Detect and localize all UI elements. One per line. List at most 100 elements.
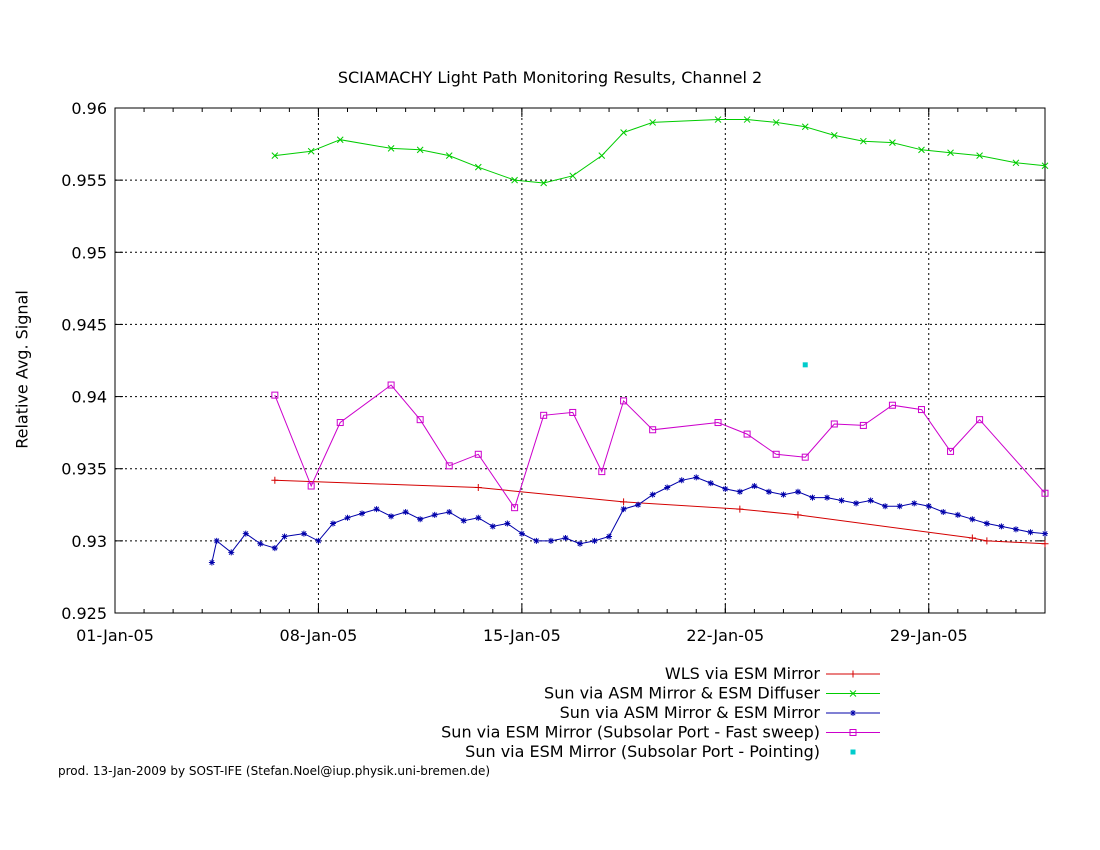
data-point [976,152,983,159]
data-point [387,381,395,389]
series-3 [208,474,1048,566]
data-point [271,545,278,552]
data-point [859,421,867,429]
chart-title: SCIAMACHY Light Path Monitoring Results,… [337,68,763,87]
data-point [329,520,336,527]
data-point [1041,540,1049,548]
data-point [577,540,583,547]
series-5 [802,362,808,368]
data-point [940,509,947,515]
data-point [336,419,344,427]
data-point [780,491,787,498]
data-point [722,485,729,492]
legend-label: Sun via ESM Mirror (Subsolar Port - Fast… [441,723,820,742]
data-point [736,488,743,495]
data-point [867,497,874,504]
data-point [1012,159,1020,167]
data-point [1012,526,1019,533]
y-tick-label: 0.925 [61,604,107,623]
data-point [809,494,816,501]
data-point [591,537,598,544]
data-point [460,517,467,524]
data-point [562,534,569,541]
data-point [271,391,279,399]
data-point [271,152,279,159]
data-point [772,450,780,458]
legend-marker [849,690,857,697]
data-point [1042,530,1048,537]
data-point [736,505,744,513]
x-tick-label: 08-Jan-05 [280,626,358,645]
data-point [257,540,264,547]
data-point [1027,529,1034,536]
data-point [918,146,925,154]
data-point [271,476,279,484]
data-point [511,504,519,512]
data-point [344,514,351,521]
data-point [998,523,1005,530]
legend-entry: Sun via ASM Mirror & ESM Diffuser [544,684,880,703]
data-point [743,116,751,123]
series-line [274,479,1046,545]
data-point [540,411,548,419]
data-point [431,511,438,518]
data-point [307,147,315,155]
data-point [983,520,990,527]
legend-entry: Sun via ESM Mirror (Subsolar Port - Poin… [465,742,856,761]
data-point [1041,489,1049,497]
data-point [598,152,606,159]
series-2 [271,116,1049,187]
data-point [474,163,482,171]
data-point [417,516,424,523]
x-tick-label: 15-Jan-05 [483,626,561,645]
data-point [489,523,496,530]
data-point [598,468,606,476]
data-point [402,509,409,515]
legend-marker [850,710,856,716]
y-tick-label: 0.945 [61,315,107,334]
data-point [882,503,889,510]
data-point [540,179,548,187]
data-point [794,511,802,519]
data-point [606,533,613,540]
series-line [274,384,1046,509]
plot-frame [114,107,1046,614]
data-point [772,119,780,126]
data-point [445,152,453,159]
y-tick-label: 0.94 [71,388,107,407]
data-point [649,491,656,498]
data-point [620,506,627,513]
data-point [830,420,838,428]
data-point [518,530,525,537]
x-tick-label: 22-Jan-05 [686,626,764,645]
data-point [416,416,424,424]
data-point [983,537,991,545]
data-point [743,430,751,438]
data-point [824,494,831,501]
data-point [474,483,482,491]
data-point [838,497,845,504]
data-point [925,503,932,510]
data-point [889,139,896,146]
data-point [504,520,511,527]
data-point [387,145,395,152]
data-point [714,419,722,427]
data-point [620,129,627,136]
data-point [976,416,984,424]
data-point [707,480,714,487]
y-tick-label: 0.955 [61,171,107,190]
data-point [208,559,215,566]
data-point [281,533,288,540]
y-tick-label: 0.93 [71,532,107,551]
data-point [416,146,424,154]
y-tick-label: 0.95 [71,243,107,262]
data-point [475,514,482,521]
chart-grid [115,108,1045,613]
data-point [765,488,772,495]
series-4 [271,381,1049,512]
data-point [445,462,453,470]
data-point [359,510,366,517]
data-point [300,530,307,537]
data-point [896,503,903,510]
data-point [307,482,315,490]
